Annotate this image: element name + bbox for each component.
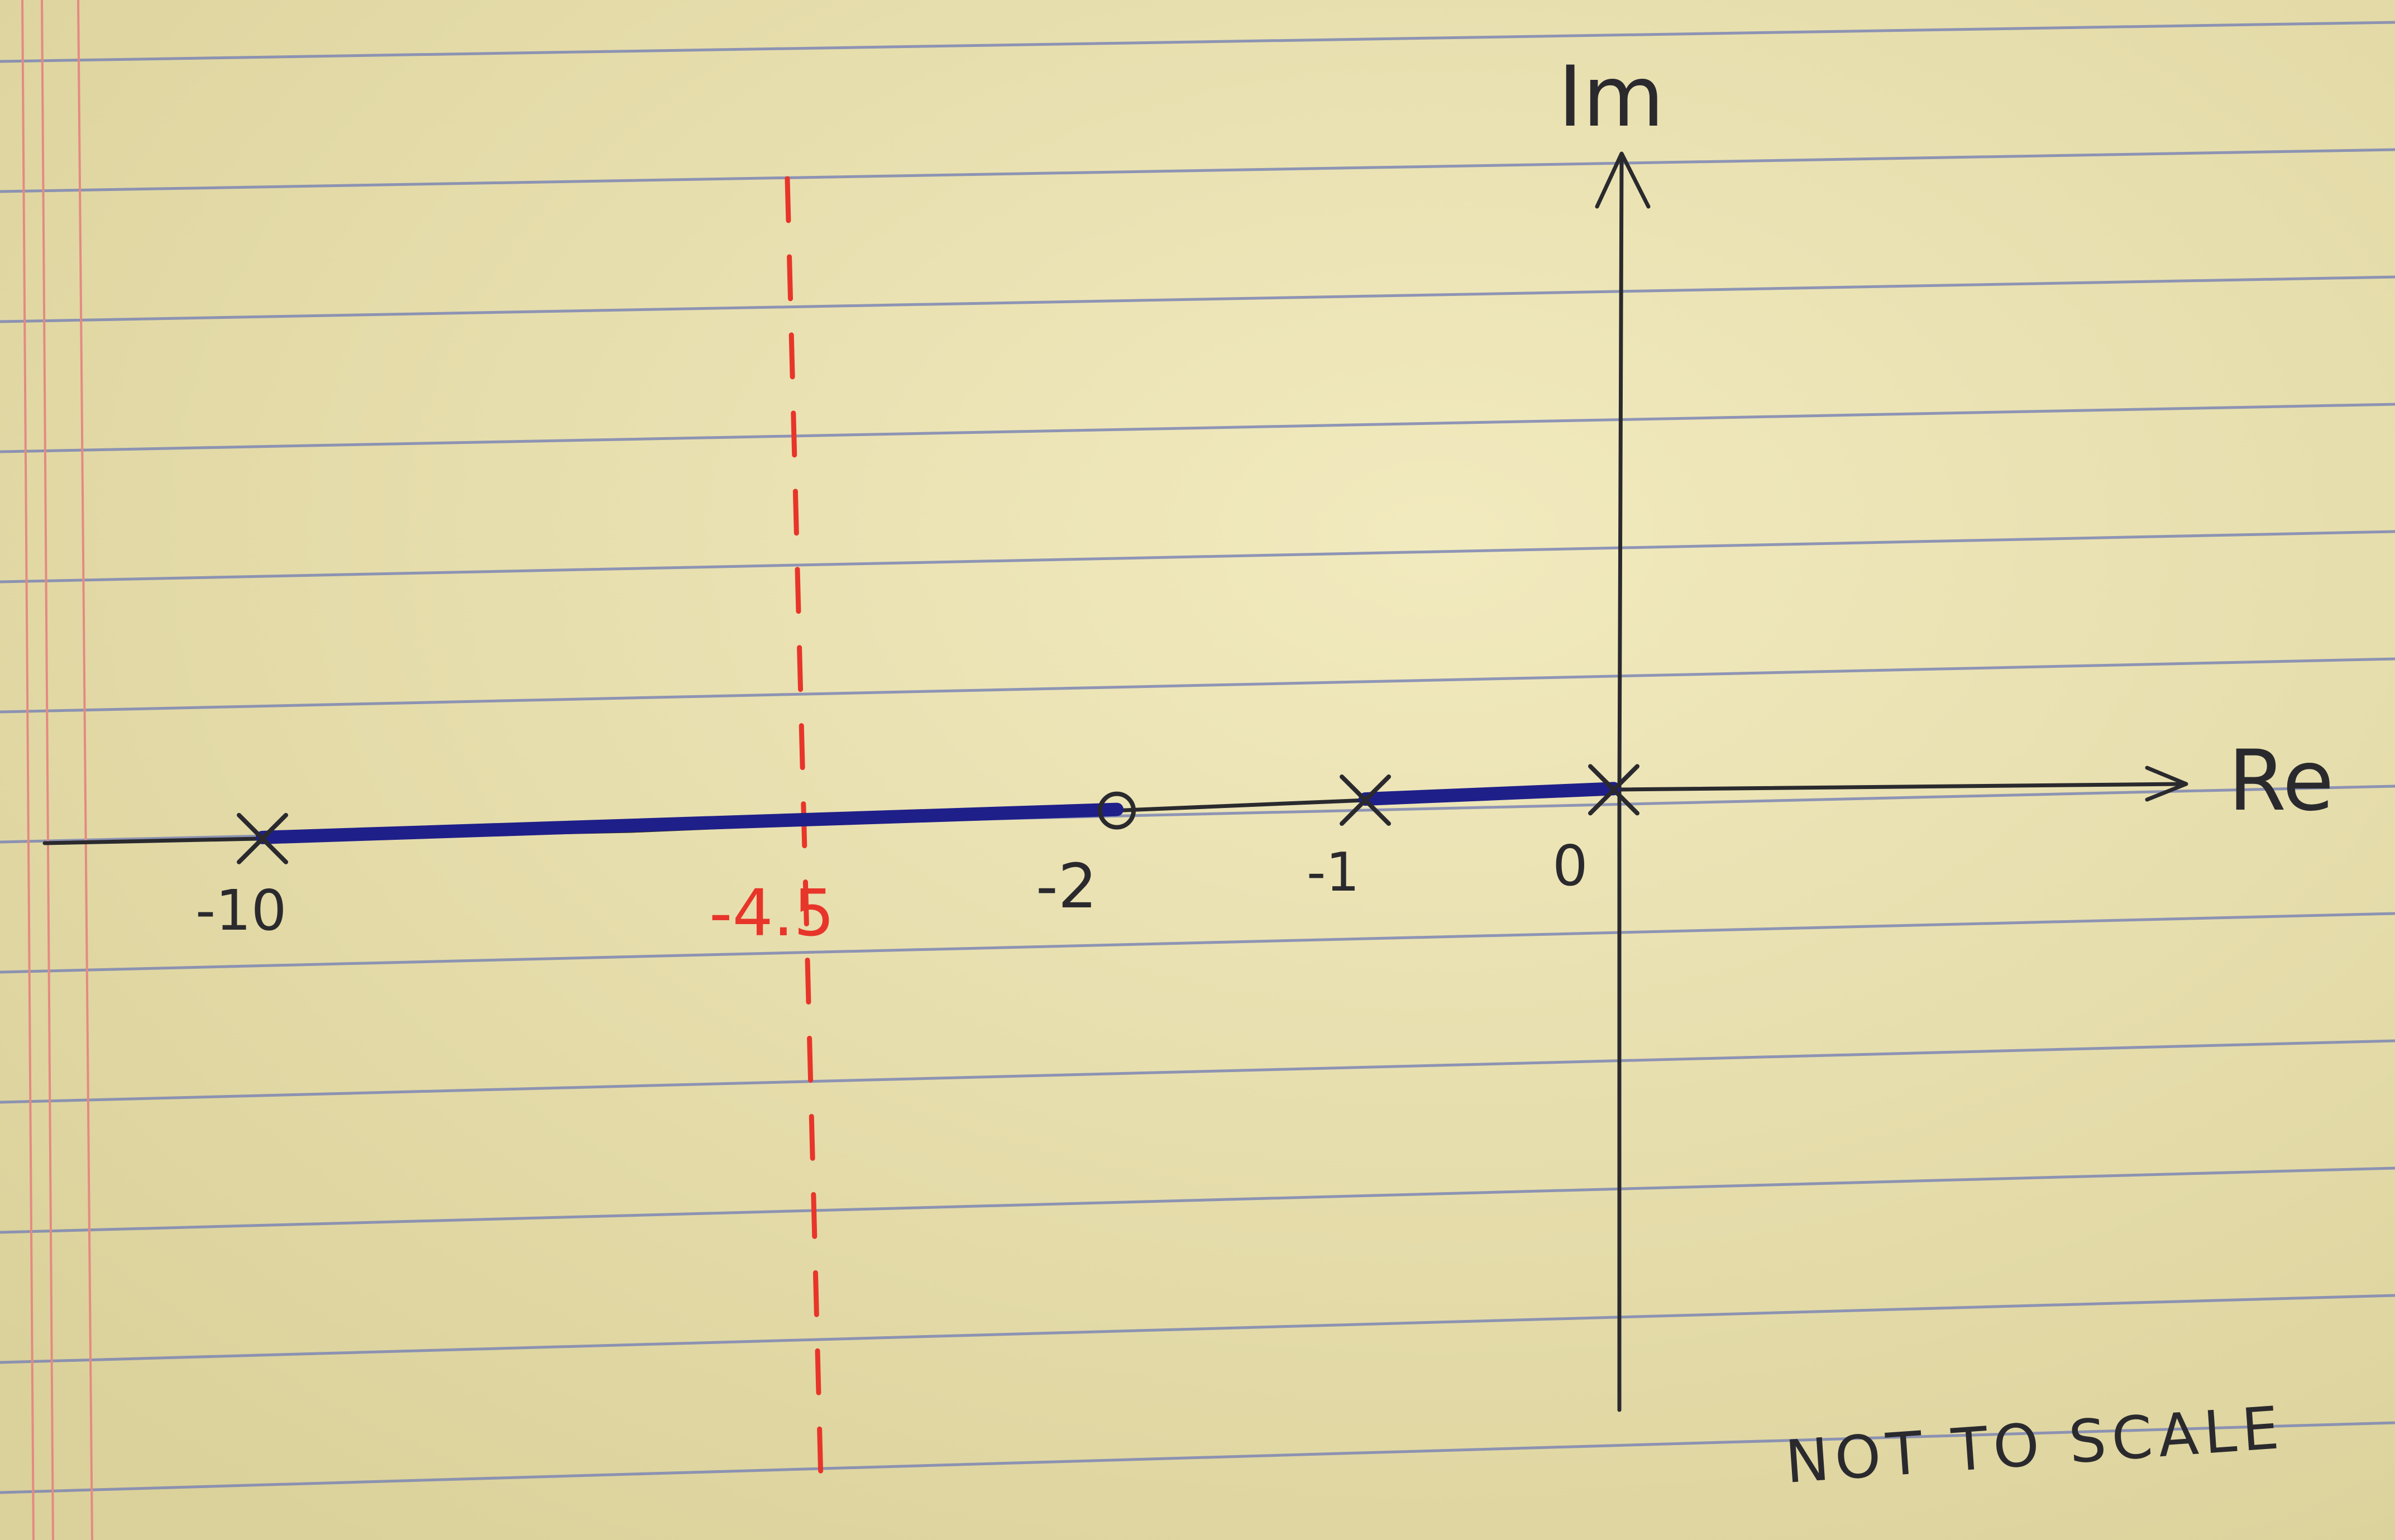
pole-marker <box>1340 774 1391 826</box>
margin-line <box>77 0 93 1540</box>
ruled-line <box>0 912 2395 974</box>
pole-label-0: 0 <box>1552 833 1588 898</box>
margin-line <box>41 0 54 1540</box>
margin-lines <box>21 0 93 1540</box>
root-locus <box>256 782 1620 844</box>
ruled-line <box>0 403 2395 453</box>
pole-zero-markers <box>237 764 1639 864</box>
zero-marker <box>1098 791 1136 830</box>
asymptote-line <box>785 176 824 1482</box>
zero-label-minus-2: -2 <box>1036 850 1097 922</box>
ruled-line <box>0 1166 2395 1234</box>
ruled-line <box>0 530 2395 584</box>
real-axis-arrowhead <box>2145 766 2188 802</box>
ruled-line <box>0 275 2395 323</box>
ruled-line <box>0 1294 2395 1364</box>
ruled-line <box>0 1421 2395 1494</box>
pole-label-minus-1: -1 <box>1307 842 1360 903</box>
ruled-line <box>0 21 2395 63</box>
locus-segment <box>256 802 1124 844</box>
pole-marker <box>1588 764 1639 816</box>
real-axis-label: Re <box>2228 733 2334 830</box>
pole-label-minus-10: -10 <box>195 878 286 943</box>
locus-segment <box>1359 782 1620 806</box>
ruled-line <box>0 148 2395 193</box>
ruled-line <box>0 657 2395 714</box>
imag-axis-label: Im <box>1558 49 1664 146</box>
pole-stroke <box>1340 774 1391 826</box>
ruled-lines <box>0 21 2395 1494</box>
margin-line <box>21 0 35 1540</box>
ruled-line <box>0 1039 2395 1104</box>
pole-stroke <box>237 812 288 864</box>
pole-stroke <box>1588 764 1639 816</box>
asymptote-label: -4.5 <box>709 876 834 951</box>
imaginary-axis-arrowhead <box>1595 151 1651 209</box>
pole-marker <box>237 812 288 864</box>
